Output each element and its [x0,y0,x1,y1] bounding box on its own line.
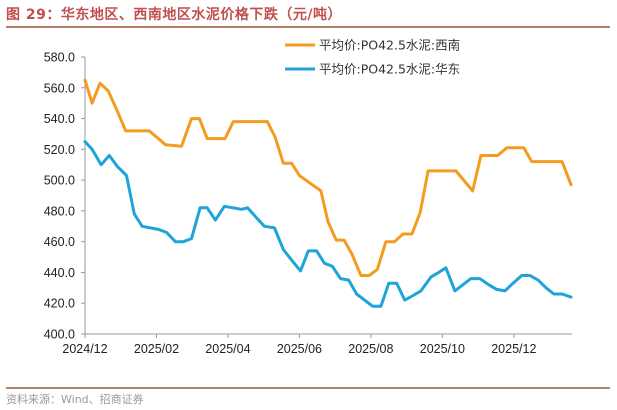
y-tick-label: 500.0 [44,174,75,188]
x-tick-label: 2025/02 [134,342,179,356]
source-note: 资料来源：Wind、招商证券 [6,391,144,407]
series-line-southwest [85,80,571,275]
x-axis: 2024/12 2025/02 2025/04 2025/06 2025/08 2025/… [62,334,572,356]
source-divider [6,387,610,389]
y-tick-label: 420.0 [44,297,75,311]
y-tick-label: 540.0 [44,112,75,126]
x-tick-label: 2025/10 [420,342,465,356]
y-tick-label: 400.0 [44,328,75,342]
series-layer [85,80,571,306]
x-tick-label: 2025/06 [277,342,322,356]
y-tick-label: 460.0 [44,235,75,249]
legend-label: 平均价:PO42.5水泥:华东 [319,62,460,77]
line-chart: 400.0 420.0 440.0 460.0 480.0 500.0 520.0 540.0… [0,0,617,386]
x-tick-label: 2025/04 [205,342,250,356]
y-tick-label: 520.0 [44,143,75,157]
x-tick-label: 2024/12 [62,342,107,356]
y-tick-label: 440.0 [44,266,75,280]
x-tick-label: 2025/12 [491,342,536,356]
y-tick-label: 560.0 [44,81,75,95]
legend-label: 平均价:PO42.5水泥:西南 [319,38,460,53]
y-axis: 400.0 420.0 440.0 460.0 480.0 500.0 520.0 540.0… [44,51,85,342]
y-tick-label: 480.0 [44,204,75,218]
y-tick-label: 580.0 [44,51,75,65]
x-tick-label: 2025/08 [348,342,393,356]
